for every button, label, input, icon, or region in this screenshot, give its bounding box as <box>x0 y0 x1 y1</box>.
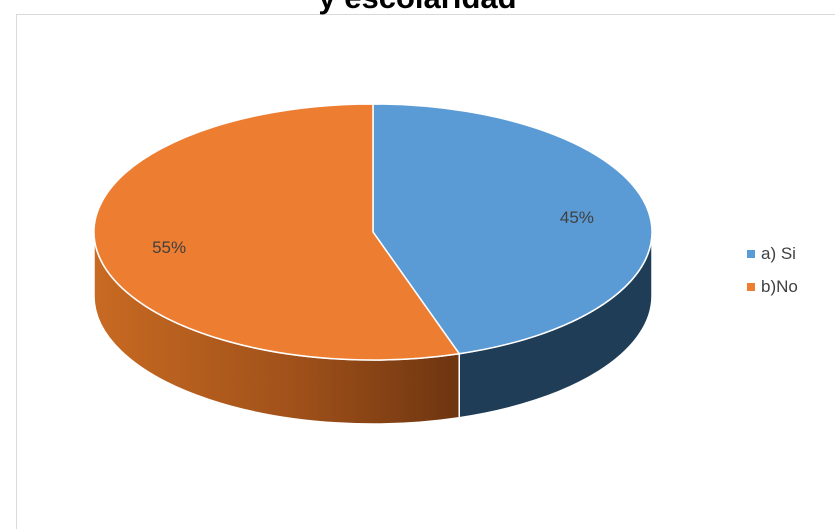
legend-swatch <box>747 282 755 291</box>
legend-item: b)No <box>747 273 798 300</box>
legend-item: a) Si <box>747 240 798 267</box>
chart-legend: a) Si b)No <box>747 240 798 306</box>
pie-slice-1 <box>93 103 461 361</box>
pie-slice-0 <box>372 103 653 355</box>
legend-swatch <box>747 249 755 258</box>
data-label-1: 55% <box>152 238 186 257</box>
data-label-0: 45% <box>560 208 594 227</box>
legend-label: a) Si <box>761 243 796 263</box>
chart-title: y escolaridad <box>0 0 835 18</box>
legend-label: b)No <box>761 276 798 296</box>
